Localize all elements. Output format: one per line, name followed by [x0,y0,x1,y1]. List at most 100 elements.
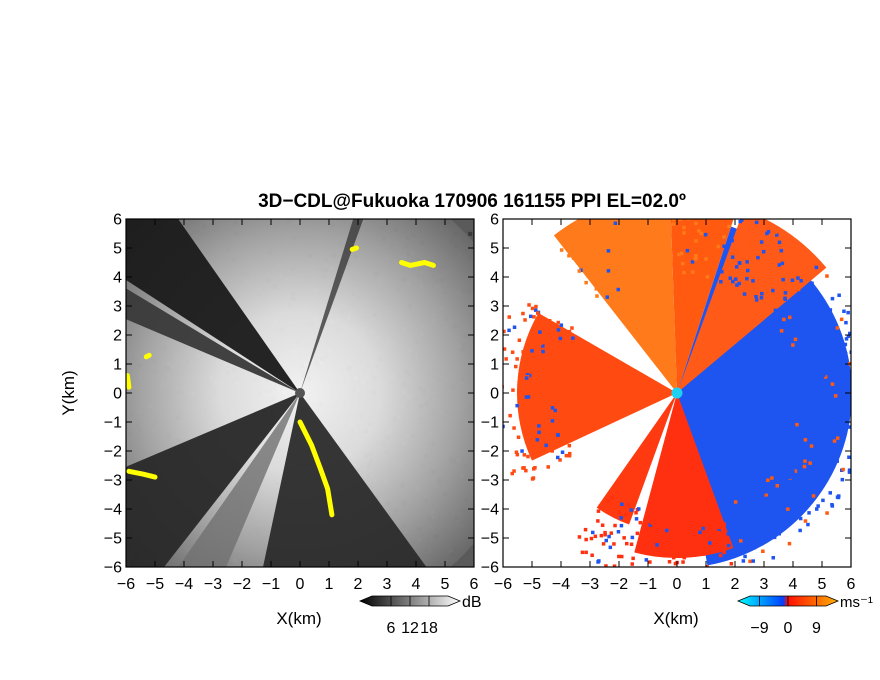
velocity-pixel [781,324,785,329]
velocity-pixel [515,357,519,361]
velocity-pixel [762,529,767,534]
velocity-pixel [796,444,801,448]
velocity-pixel [533,466,537,470]
velocity-pixel [793,337,798,342]
velocity-pixel [634,511,638,515]
velocity-pixel [720,270,724,274]
velocity-pixel [630,562,634,566]
velocity-pixel [703,232,708,237]
velocity-y-tick-label: 2 [490,328,499,345]
snr-x-tick-label: −2 [233,576,251,593]
velocity-pixel [843,352,848,356]
velocity-pixel [666,582,670,586]
velocity-pixel [828,308,833,312]
velocity-pixel [770,476,774,480]
velocity-colorbar-tick-label: 9 [812,620,821,637]
velocity-pixel [802,312,806,317]
velocity-pixel [537,348,542,352]
velocity-pixel [786,443,790,447]
velocity-pixel [751,559,755,563]
velocity-pixel [620,554,624,559]
velocity-pixel [533,381,537,385]
velocity-pixel [731,279,735,284]
snr-y-tick-label: −3 [104,473,122,490]
velocity-pixel [550,419,555,423]
snr-colorbar-tick-label: 6 [387,620,396,637]
velocity-pixel [605,295,609,299]
velocity-pixel [638,520,643,525]
velocity-pixel [606,269,611,273]
velocity-pixel [803,459,807,463]
velocity-pixel [782,317,786,322]
velocity-y-tick-label: 1 [490,357,499,374]
velocity-pixel [828,491,832,495]
velocity-pixel [708,541,712,545]
velocity-pixel [771,556,775,560]
velocity-pixel [735,283,739,287]
velocity-pixel [821,363,825,367]
velocity-pixel [751,298,756,302]
velocity-pixel [668,264,672,268]
velocity-pixel [658,579,662,583]
velocity-pixel [830,382,835,386]
velocity-pixel [694,221,698,226]
velocity-pixel [765,521,769,525]
velocity-pixel [730,238,734,243]
velocity-pixel [733,546,737,550]
velocity-pixel [775,484,779,488]
velocity-pixel [783,291,788,295]
velocity-pixel [735,234,740,239]
velocity-pixel [817,463,821,467]
velocity-pixel [861,429,865,433]
velocity-pixel [722,244,726,248]
velocity-pixel [693,520,697,525]
velocity-pixel [621,236,626,241]
velocity-pixel [610,281,615,286]
velocity-pixel [793,466,798,471]
velocity-pixel [745,260,749,264]
velocity-pixel [586,240,590,244]
velocity-pixel [608,258,612,262]
velocity-pixel [520,449,524,453]
velocity-pixel [852,336,856,340]
velocity-pixel [741,559,746,563]
velocity-pixel [750,517,754,522]
velocity-pixel [748,559,752,564]
velocity-pixel [785,305,789,309]
velocity-pixel [825,274,829,278]
velocity-pixel [826,436,830,440]
velocity-pixel [518,398,523,402]
velocity-pixel [745,276,749,281]
velocity-pixel [722,550,726,555]
velocity-pixel [541,349,545,354]
velocity-pixel [620,244,625,248]
velocity-pixel [848,331,851,336]
velocity-pixel [567,254,571,258]
velocity-pixel [735,520,739,525]
velocity-pixel [735,516,739,521]
velocity-pixel [839,317,844,322]
velocity-pixel [647,235,651,239]
velocity-ne-upper-region [677,219,827,393]
velocity-pixel [853,381,857,385]
velocity-pixel [492,403,496,407]
velocity-north-west-region [553,219,677,393]
velocity-pixel [836,436,840,440]
velocity-pixel [503,347,507,351]
velocity-field-layer [492,208,865,586]
velocity-x-tick-label: −4 [552,576,570,593]
velocity-pixel [604,564,608,567]
velocity-pixel [792,486,796,490]
snr-x-tick-label: 3 [383,576,392,593]
velocity-y-tick-label: −3 [481,473,499,490]
velocity-pixel [718,208,722,212]
velocity-pixel [535,438,540,442]
velocity-pixel [827,358,831,363]
velocity-pixel [605,288,610,292]
velocity-pixel [687,219,691,221]
velocity-pixel [732,531,737,536]
velocity-pixel [629,542,634,546]
velocity-pixel [521,311,525,316]
velocity-pixel [727,224,731,229]
velocity-pixel [807,511,811,515]
